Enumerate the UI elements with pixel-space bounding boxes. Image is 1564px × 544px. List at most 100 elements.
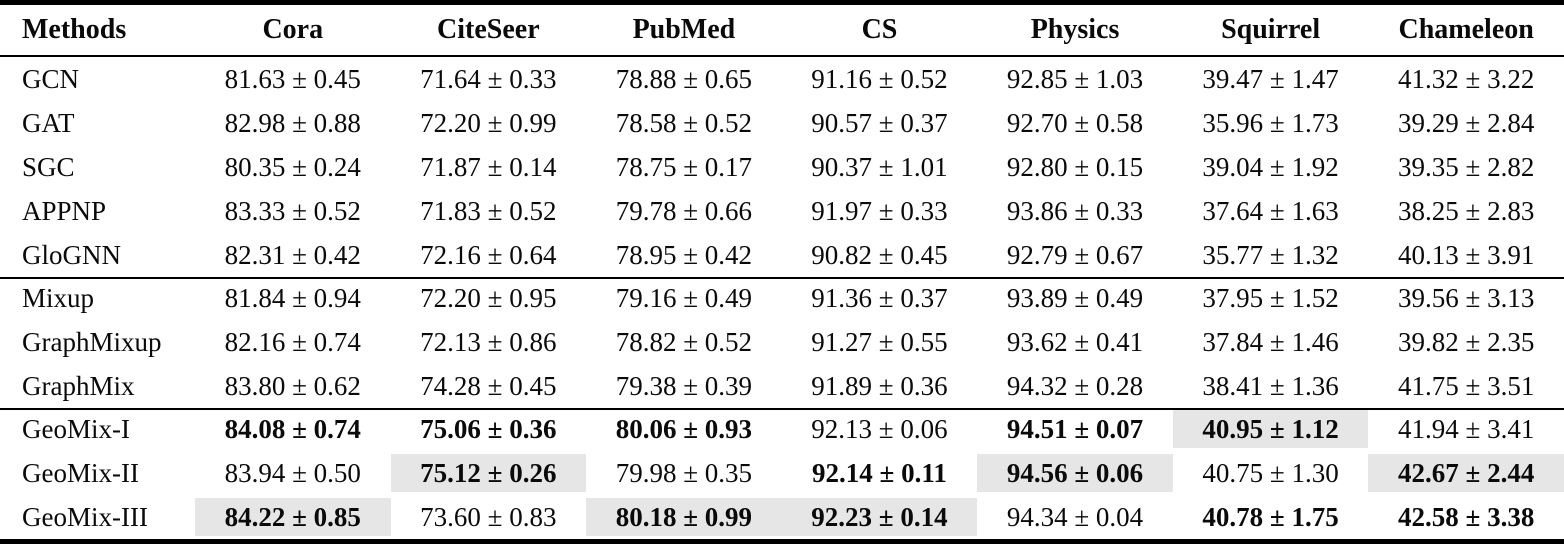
value-cell: 78.88 ± 0.65	[615, 63, 753, 94]
value-cell: 92.80 ± 0.15	[1006, 151, 1144, 182]
value-cell: 78.58 ± 0.52	[615, 107, 753, 138]
value-cell: 81.63 ± 0.45	[224, 63, 361, 94]
table-row: Mixup 81.84 ± 0.94 72.20 ± 0.95 79.16 ± 0.4…	[0, 277, 1564, 320]
value-cell: 80.35 ± 0.24	[224, 151, 361, 182]
value-cell: 92.14 ± 0.11	[812, 457, 947, 488]
column-header: Cora	[195, 5, 391, 57]
method-group: GCN 81.63 ± 0.45 71.64 ± 0.33 78.88 ± 0.65 9…	[0, 57, 1564, 277]
value-cell: 92.70 ± 0.58	[1006, 107, 1144, 138]
method-name-cell: GeoMix-II	[22, 457, 139, 488]
value-cell: 39.47 ± 1.47	[1202, 63, 1339, 94]
value-cell: 94.34 ± 0.04	[1006, 501, 1144, 532]
value-cell: 40.13 ± 3.91	[1398, 239, 1535, 270]
table-row: GAT 82.98 ± 0.88 72.20 ± 0.99 78.58 ± 0.52 9…	[0, 101, 1564, 145]
method-name-cell: Mixup	[0, 277, 195, 320]
value-cell: 39.29 ± 2.84	[1398, 107, 1535, 138]
table-row: GeoMix-I 84.08 ± 0.74 75.06 ± 0.36 80.06 ± …	[0, 408, 1564, 451]
value-cell: 72.20 ± 0.95	[390, 277, 587, 320]
value-cell: 92.85 ± 1.03	[1006, 63, 1144, 94]
table-row: GraphMixup 82.16 ± 0.74 72.13 ± 0.86 78.82 …	[0, 320, 1564, 364]
column-header: Squirrel	[1172, 5, 1369, 57]
value-cell: 72.16 ± 0.64	[420, 239, 557, 270]
value-cell: 72.20 ± 0.99	[420, 107, 557, 138]
value-cell: 42.58 ± 3.38	[1398, 501, 1535, 532]
value-cell: 91.97 ± 0.33	[811, 195, 948, 226]
value-cell: 40.78 ± 1.75	[1202, 501, 1339, 532]
value-cell: 83.80 ± 0.62	[224, 370, 361, 401]
value-cell: 41.75 ± 3.51	[1398, 370, 1535, 401]
value-cell: 94.32 ± 0.28	[1006, 370, 1144, 401]
column-header: CiteSeer	[390, 5, 587, 57]
value-cell: 84.22 ± 0.85	[195, 495, 391, 539]
value-cell: 75.12 ± 0.26	[390, 451, 587, 495]
value-cell: 35.96 ± 1.73	[1202, 107, 1339, 138]
value-cell: 71.64 ± 0.33	[420, 63, 557, 94]
table-row: GraphMix 83.80 ± 0.62 74.28 ± 0.45 79.38 ± …	[0, 364, 1564, 408]
value-cell: 92.79 ± 0.67	[1006, 239, 1144, 270]
column-header: CS	[781, 5, 978, 57]
table-row: GeoMix-II 83.94 ± 0.50 75.12 ± 0.26 79.98 ±…	[0, 451, 1564, 495]
value-cell: 91.89 ± 0.36	[811, 370, 948, 401]
value-cell: 38.41 ± 1.36	[1202, 370, 1339, 401]
value-cell: 91.16 ± 0.52	[811, 63, 948, 94]
value-cell: 90.57 ± 0.37	[811, 107, 948, 138]
value-cell: 94.51 ± 0.07	[977, 408, 1173, 451]
value-cell: 80.06 ± 0.93	[586, 408, 782, 451]
column-header: Physics	[977, 5, 1173, 57]
value-cell: 42.67 ± 2.44	[1368, 451, 1564, 495]
method-group: GeoMix-I 84.08 ± 0.74 75.06 ± 0.36 80.06 ± …	[0, 408, 1564, 539]
header-row: Methods Cora CiteSeer PubMed CS Physics Squirr…	[0, 5, 1564, 57]
value-cell: 71.83 ± 0.52	[420, 195, 557, 226]
value-cell: 78.82 ± 0.52	[615, 326, 753, 357]
value-cell: 71.87 ± 0.14	[420, 151, 557, 182]
table-row: APPNP 83.33 ± 0.52 71.83 ± 0.52 79.78 ± 0.6…	[0, 189, 1564, 233]
table-row: GloGNN 82.31 ± 0.42 72.16 ± 0.64 78.95 ± 0.…	[0, 233, 1564, 277]
value-cell: 78.95 ± 0.42	[615, 239, 753, 270]
value-cell: 90.82 ± 0.45	[811, 239, 948, 270]
method-name-cell: GraphMix	[22, 370, 135, 401]
value-cell: 83.33 ± 0.52	[224, 195, 361, 226]
method-group: Mixup 81.84 ± 0.94 72.20 ± 0.95 79.16 ± 0.4…	[0, 277, 1564, 408]
value-cell: 91.27 ± 0.55	[811, 326, 948, 357]
column-header: Chameleon	[1368, 5, 1564, 57]
value-cell: 35.77 ± 1.32	[1202, 239, 1339, 270]
method-name-cell: APPNP	[22, 195, 107, 226]
value-cell: 79.78 ± 0.66	[615, 195, 753, 226]
value-cell: 39.56 ± 3.13	[1368, 277, 1564, 320]
column-header: PubMed	[586, 5, 782, 57]
value-cell: 84.08 ± 0.74	[195, 408, 391, 451]
value-cell: 79.16 ± 0.49	[586, 277, 782, 320]
table-row: GeoMix-III 84.22 ± 0.85 73.60 ± 0.83 80.18 …	[0, 495, 1564, 539]
value-cell: 78.75 ± 0.17	[615, 151, 753, 182]
table-header: Methods Cora CiteSeer PubMed CS Physics Squirr…	[0, 5, 1564, 57]
value-cell: 82.98 ± 0.88	[224, 107, 361, 138]
value-cell: 83.94 ± 0.50	[224, 457, 361, 488]
value-cell: 92.13 ± 0.06	[781, 408, 978, 451]
method-name-cell: GAT	[22, 107, 75, 138]
value-cell: 41.32 ± 3.22	[1398, 63, 1535, 94]
value-cell: 79.38 ± 0.39	[615, 370, 753, 401]
table-row: SGC 80.35 ± 0.24 71.87 ± 0.14 78.75 ± 0.17 9…	[0, 145, 1564, 189]
table-row: GCN 81.63 ± 0.45 71.64 ± 0.33 78.88 ± 0.65 9…	[0, 57, 1564, 101]
value-cell: 94.56 ± 0.06	[977, 451, 1173, 495]
value-cell: 72.13 ± 0.86	[420, 326, 557, 357]
value-cell: 81.84 ± 0.94	[195, 277, 391, 320]
value-cell: 73.60 ± 0.83	[420, 501, 557, 532]
value-cell: 82.16 ± 0.74	[224, 326, 361, 357]
value-cell: 90.37 ± 1.01	[811, 151, 948, 182]
column-header-methods: Methods	[0, 5, 195, 57]
method-name-cell: GloGNN	[22, 239, 121, 270]
value-cell: 93.62 ± 0.41	[1006, 326, 1144, 357]
value-cell: 93.86 ± 0.33	[1006, 195, 1144, 226]
method-name-cell: SGC	[22, 151, 75, 182]
value-cell: 39.35 ± 2.82	[1398, 151, 1535, 182]
value-cell: 91.36 ± 0.37	[781, 277, 978, 320]
value-cell: 39.82 ± 2.35	[1398, 326, 1535, 357]
value-cell: 37.64 ± 1.63	[1202, 195, 1339, 226]
value-cell: 37.95 ± 1.52	[1172, 277, 1369, 320]
value-cell: 39.04 ± 1.92	[1202, 151, 1339, 182]
value-cell: 80.18 ± 0.99	[586, 495, 782, 539]
value-cell: 38.25 ± 2.83	[1398, 195, 1535, 226]
value-cell: 82.31 ± 0.42	[224, 239, 361, 270]
